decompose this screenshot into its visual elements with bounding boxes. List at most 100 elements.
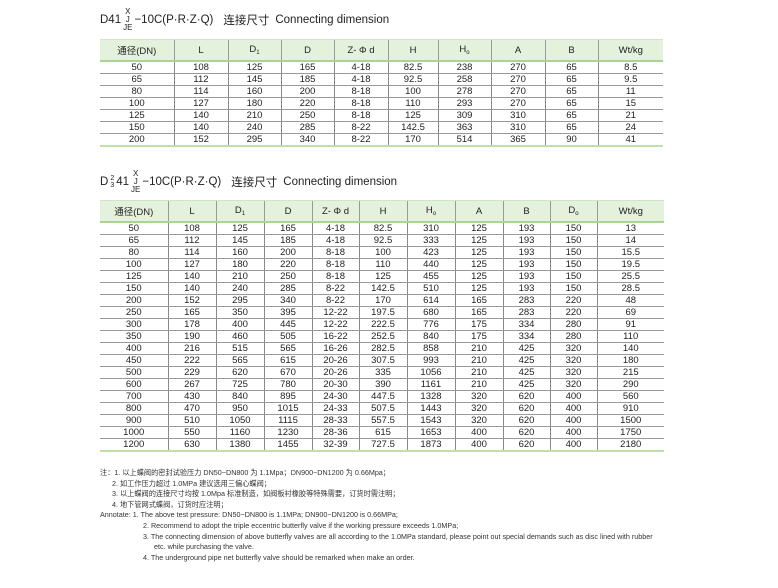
table-cell: 620 xyxy=(215,366,264,379)
table-cell: 270 xyxy=(490,97,545,110)
table-cell: 280 xyxy=(549,318,597,331)
table2-title: D 2 3 41 X J JE −10C(P·R·Z·Q) 连接尺寸 Conne… xyxy=(100,170,397,194)
table-row: 100 127 180 220 8-18 110 293 270 65 15 xyxy=(100,97,663,110)
table-cell: 220 xyxy=(549,306,597,319)
table-cell: 65 xyxy=(544,85,598,98)
table-cell: 165 xyxy=(280,61,334,74)
table-cell: 100 xyxy=(358,246,407,259)
table-cell: 858 xyxy=(406,342,455,355)
column-header: B xyxy=(502,200,550,223)
table-cell: 445 xyxy=(263,318,312,331)
column-header: D1 xyxy=(215,200,264,223)
table-cell: 178 xyxy=(167,318,216,331)
table-row: 500 229 620 670 20-26 335 1056 210 425 320 215 xyxy=(100,366,664,379)
title-cn: 连接尺寸 xyxy=(223,15,270,27)
table-cell: 210 xyxy=(454,378,503,391)
table-cell: 515 xyxy=(215,342,264,355)
table-cell: 320 xyxy=(549,378,597,391)
model-fraction: 2 3 xyxy=(110,175,114,189)
fraction-bottom: 3 xyxy=(110,182,115,189)
column-header: L xyxy=(167,200,216,223)
table-row: 125 140 210 250 8-18 125 455 125 193 150 25.5 xyxy=(100,270,664,283)
table-cell: 193 xyxy=(502,258,550,271)
table-cell: 310 xyxy=(406,222,455,235)
table-cell: 1380 xyxy=(215,438,264,452)
table-cell: 21 xyxy=(597,109,663,122)
table-cell: 614 xyxy=(406,294,455,307)
table-cell: 108 xyxy=(173,61,228,74)
table-cell: 28-36 xyxy=(311,426,359,439)
table-cell: 8-22 xyxy=(311,294,359,307)
table-cell: 125 xyxy=(387,109,438,122)
table-cell: 1161 xyxy=(406,378,455,391)
table-row: 800 470 950 1015 24-33 507.5 1443 320 620 400 910 xyxy=(100,402,664,415)
table-cell: 615 xyxy=(358,426,407,439)
table-cell: 565 xyxy=(263,342,312,355)
table-cell: 365 xyxy=(490,133,545,147)
table-row: 80 114 160 200 8-18 100 423 125 193 150 15.5 xyxy=(100,246,664,259)
table-cell: 80 xyxy=(100,246,168,259)
column-header: 通径(DN) xyxy=(100,200,168,223)
table-cell: 278 xyxy=(437,85,491,98)
table-cell: 112 xyxy=(167,234,216,247)
column-header: B xyxy=(544,39,598,62)
variant-je: JE xyxy=(123,23,133,32)
table-cell: 425 xyxy=(502,354,550,367)
column-header: 通径(DN) xyxy=(100,39,174,62)
table-cell: 309 xyxy=(437,109,491,122)
table-cell: 125 xyxy=(454,222,503,235)
table-cell: 90 xyxy=(544,133,598,147)
table-cell: 267 xyxy=(167,378,216,391)
table-cell: 193 xyxy=(502,222,550,235)
table-cell: 12-22 xyxy=(311,318,359,331)
variant-x: X xyxy=(133,169,139,178)
table-cell: 9.5 xyxy=(597,73,663,86)
table-cell: 65 xyxy=(544,121,598,134)
table-cell: 28-33 xyxy=(311,414,359,427)
table-cell: 280 xyxy=(549,330,597,343)
title-en: Connecting dimension xyxy=(283,176,398,188)
table-cell: 125 xyxy=(454,270,503,283)
table-cell: 197.5 xyxy=(358,306,407,319)
table-cell: 220 xyxy=(549,294,597,307)
table-cell: 28.5 xyxy=(596,282,664,295)
table-cell: 350 xyxy=(215,306,264,319)
table-cell: 8-18 xyxy=(333,97,388,110)
table-cell: 200 xyxy=(263,246,312,259)
table-row: 100 127 180 220 8-18 110 440 125 193 150 19.5 xyxy=(100,258,664,271)
table-cell: 290 xyxy=(596,378,664,391)
table-cell: 110 xyxy=(358,258,407,271)
table-cell: 24 xyxy=(597,121,663,134)
table-cell: 470 xyxy=(167,402,216,415)
table-cell: 193 xyxy=(502,270,550,283)
table-cell: 65 xyxy=(544,73,598,86)
table-cell: 185 xyxy=(280,73,334,86)
table-cell: 400 xyxy=(454,438,503,452)
table-cell: 142.5 xyxy=(358,282,407,295)
column-header: L xyxy=(173,39,228,62)
table-cell: 193 xyxy=(502,234,550,247)
table-cell: 200 xyxy=(100,294,168,307)
table-cell: 152 xyxy=(173,133,228,147)
table-cell: 125 xyxy=(454,282,503,295)
table-cell: 127 xyxy=(167,258,216,271)
table-cell: 32-39 xyxy=(311,438,359,452)
fraction-top: 2 xyxy=(110,175,115,182)
table-cell: 400 xyxy=(549,414,597,427)
table-cell: 505 xyxy=(263,330,312,343)
table-cell: 1543 xyxy=(406,414,455,427)
table-row: 125 140 210 250 8-18 125 309 310 65 21 xyxy=(100,109,663,122)
table-cell: 14 xyxy=(596,234,664,247)
table-cell: 1500 xyxy=(596,414,664,427)
table-cell: 190 xyxy=(167,330,216,343)
table-cell: 48 xyxy=(596,294,664,307)
table-cell: 993 xyxy=(406,354,455,367)
table-cell: 258 xyxy=(437,73,491,86)
table-cell: 240 xyxy=(215,282,264,295)
table-cell: 13 xyxy=(596,222,664,235)
table-cell: 91 xyxy=(596,318,664,331)
table-cell: 620 xyxy=(502,426,550,439)
table-cell: 565 xyxy=(215,354,264,367)
table-row: 200 152 295 340 8-22 170 514 365 90 41 xyxy=(100,133,663,147)
table-row: 1200 630 1380 1455 32-39 727.5 1873 400 620 400 21… xyxy=(100,438,664,452)
